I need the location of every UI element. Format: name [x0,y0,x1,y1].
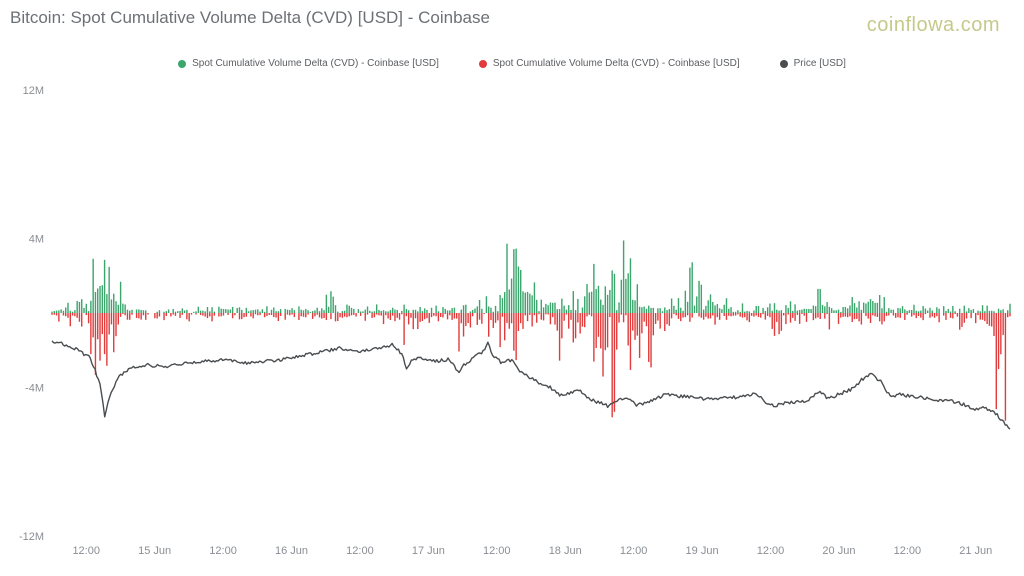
svg-text:17 Jun: 17 Jun [412,545,445,557]
legend-item-positive: Spot Cumulative Volume Delta (CVD) - Coi… [178,58,439,69]
chart-title: Bitcoin: Spot Cumulative Volume Delta (C… [10,8,490,28]
svg-text:12:00: 12:00 [483,545,511,557]
legend-dot-icon [780,60,788,68]
svg-text:12:00: 12:00 [620,545,648,557]
svg-text:12:00: 12:00 [757,545,785,557]
svg-text:16 Jun: 16 Jun [275,545,308,557]
svg-text:12:00: 12:00 [346,545,374,557]
svg-text:21 Jun: 21 Jun [959,545,992,557]
svg-text:-12M: -12M [19,531,44,543]
svg-text:19 Jun: 19 Jun [686,545,719,557]
legend-item-negative: Spot Cumulative Volume Delta (CVD) - Coi… [479,58,740,69]
svg-text:4M: 4M [29,234,44,246]
legend-dot-icon [178,60,186,68]
svg-text:18 Jun: 18 Jun [549,545,582,557]
legend: Spot Cumulative Volume Delta (CVD) - Coi… [0,58,1024,69]
cvd-chart: -12M -4M 4M 12M 12:00 15 Jun 12:00 16 Jun 12:00 1… [10,80,1016,566]
svg-text:12M: 12M [23,85,44,97]
legend-dot-icon [479,60,487,68]
watermark: coinflowa.com [867,14,1000,37]
svg-text:12:00: 12:00 [209,545,237,557]
legend-label: Spot Cumulative Volume Delta (CVD) - Coi… [192,58,439,69]
legend-label: Price [USD] [794,58,846,69]
svg-text:15 Jun: 15 Jun [138,545,171,557]
svg-text:-4M: -4M [25,382,44,394]
svg-text:20 Jun: 20 Jun [822,545,855,557]
svg-text:12:00: 12:00 [72,545,100,557]
chart-area: -12M -4M 4M 12M 12:00 15 Jun 12:00 16 Jun 12:00 1… [10,80,1016,566]
legend-item-price: Price [USD] [780,58,846,69]
legend-label: Spot Cumulative Volume Delta (CVD) - Coi… [493,58,740,69]
svg-text:12:00: 12:00 [894,545,922,557]
